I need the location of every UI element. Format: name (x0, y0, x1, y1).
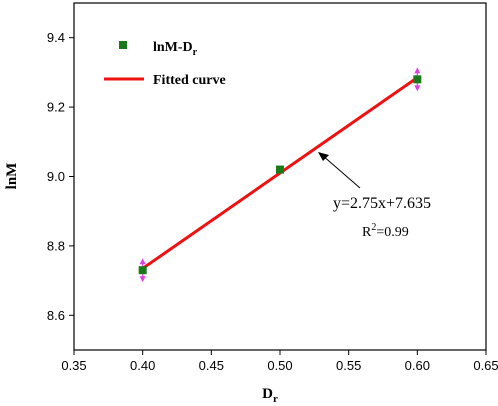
regression-annotation: y=2.75x+7.635 R2=0.99 (318, 152, 431, 240)
annotation-arrowhead (318, 152, 329, 161)
legend: lnM-Dr Fitted curve (104, 40, 226, 88)
data-point (138, 266, 147, 275)
annotation-arrow-shaft (321, 154, 361, 189)
legend-label-fitted: Fitted curve (153, 73, 226, 88)
x-tick-label: 0.65 (473, 358, 498, 373)
x-axis-label: Dr (262, 386, 278, 405)
x-tick-label: 0.45 (199, 358, 224, 373)
x-tick-label: 0.50 (267, 358, 292, 373)
x-tick-label: 0.40 (130, 358, 155, 373)
y-tick-label: 9.4 (47, 30, 65, 45)
legend-label-scatter: lnM-Dr (153, 40, 198, 58)
r-squared-superscript: 2 (371, 222, 376, 233)
y-tick-label: 8.6 (47, 308, 65, 323)
x-axis-label-subscript: r (273, 393, 278, 405)
scatter-point-layer (138, 75, 422, 275)
data-point (413, 75, 422, 84)
r-squared-text: R2=0.99 (362, 222, 409, 240)
y-tick-label: 8.8 (47, 238, 65, 253)
data-point (276, 165, 284, 174)
x-axis-ticks: 0.35 0.40 0.45 0.50 0.55 0.60 0.65 (61, 350, 498, 373)
y-tick-label: 9.0 (47, 169, 65, 184)
legend-label-subscript: r (193, 47, 198, 58)
x-tick-label: 0.60 (405, 358, 430, 373)
y-axis-label: lnM (4, 163, 20, 190)
equation-text: y=2.75x+7.635 (333, 195, 431, 212)
plot-frame (73, 2, 487, 351)
y-axis-ticks: 8.6 8.8 9.0 9.2 9.4 (47, 30, 74, 323)
x-tick-label: 0.35 (61, 358, 86, 373)
x-tick-label: 0.55 (336, 358, 361, 373)
legend-marker-square (119, 41, 127, 49)
y-tick-label: 9.2 (47, 100, 65, 115)
